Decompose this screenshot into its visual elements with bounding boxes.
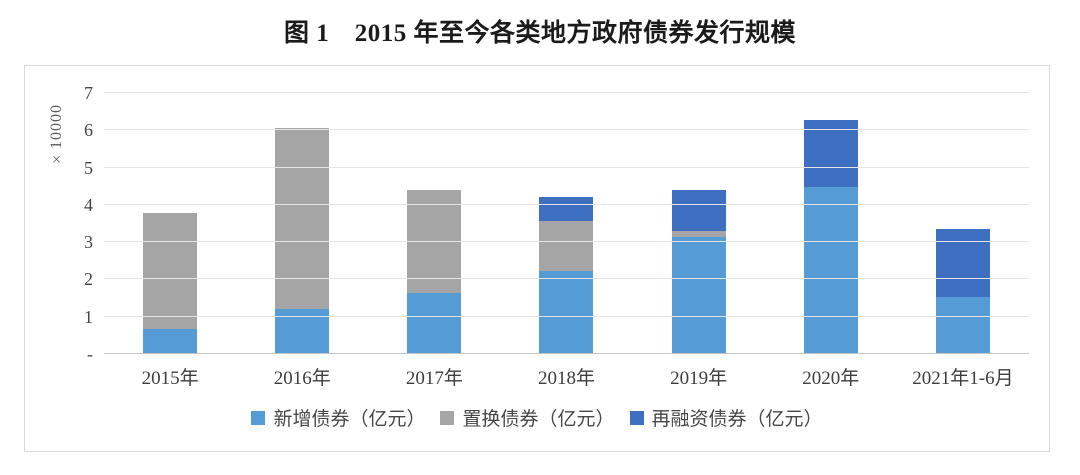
stacked-bar [407,190,462,353]
gridline [104,315,1029,317]
legend-item-refinancing-bonds: 再融资债券（亿元） [629,404,823,431]
x-axis-label: 2015年 [141,368,199,389]
y-tick-label: 6 [84,120,93,141]
y-tick-label: 3 [84,232,93,253]
stacked-bar [143,213,198,353]
bar-segment-replacement-bonds [671,230,726,238]
bar-slot [897,92,1029,353]
stacked-bar [803,119,858,353]
bar-segment-replacement-bonds [275,127,330,310]
gridline [104,166,1029,168]
plot-area [104,92,1029,354]
bar-segment-refinancing-bonds [539,197,594,222]
legend-swatch-icon [251,410,266,425]
x-axis-labels: 2015年 2016年 2017年 2018年 2019年 2020年 2021年1-6月 [104,363,1029,390]
y-tick-label: 5 [84,157,93,178]
legend-label: 置换债券（亿元） [462,409,615,430]
legend-label: 再融资债券（亿元） [651,409,823,430]
x-axis-label: 2018年 [537,368,595,389]
y-tick-label: - [87,344,93,364]
bar-segment-refinancing-bonds [935,229,990,298]
legend-item-replacement-bonds: 置换债券（亿元） [440,404,615,431]
legend: 新增债券（亿元） 置换债券（亿元） 再融资债券（亿元） [25,404,1049,431]
x-axis-label: 2020年 [802,368,860,389]
stacked-bar [935,229,990,353]
bar-segment-refinancing-bonds [803,119,858,188]
gridline [104,203,1029,205]
y-tick-label: 4 [84,194,93,215]
gridline [104,92,1029,93]
bar-segment-new-bonds [671,237,726,353]
y-axis-tick-labels: - 1 2 3 4 5 6 7 [25,83,99,364]
chart-title: 图 1 2015 年至今各类地方政府债券发行规模 [283,20,796,47]
y-tick-label: 2 [84,269,93,290]
x-axis-line [104,353,1029,354]
x-axis-label: 2021年1-6月 [912,368,1014,389]
x-axis-label: 2017年 [405,368,463,389]
bar-slot [500,92,632,353]
bar-segment-refinancing-bonds [671,189,726,231]
gridline [104,278,1029,280]
bar-slot [104,92,236,353]
bar-slot [633,92,765,353]
gridline [104,129,1029,131]
bar-segment-replacement-bonds [539,221,594,271]
bar-segment-replacement-bonds [143,213,198,329]
y-tick-label: 7 [84,83,93,103]
stacked-bar [671,189,726,353]
bar-series-container [104,92,1029,353]
bar-segment-new-bonds [803,187,858,353]
x-axis-label: 2016年 [273,368,331,389]
x-axis-label: 2019年 [670,368,728,389]
bar-segment-new-bonds [935,297,990,353]
legend-label: 新增债券（亿元） [273,409,426,430]
gridline [104,241,1029,243]
y-tick-label: 1 [84,306,93,327]
bar-slot [368,92,500,353]
legend-swatch-icon [440,410,455,425]
legend-swatch-icon [629,410,644,425]
legend-item-new-bonds: 新增债券（亿元） [251,404,425,431]
bar-slot [236,92,368,353]
bar-segment-new-bonds [407,293,462,353]
stacked-bar [539,197,594,353]
bar-slot [765,92,897,353]
bar-segment-new-bonds [143,328,198,353]
bar-segment-new-bonds [539,270,594,353]
